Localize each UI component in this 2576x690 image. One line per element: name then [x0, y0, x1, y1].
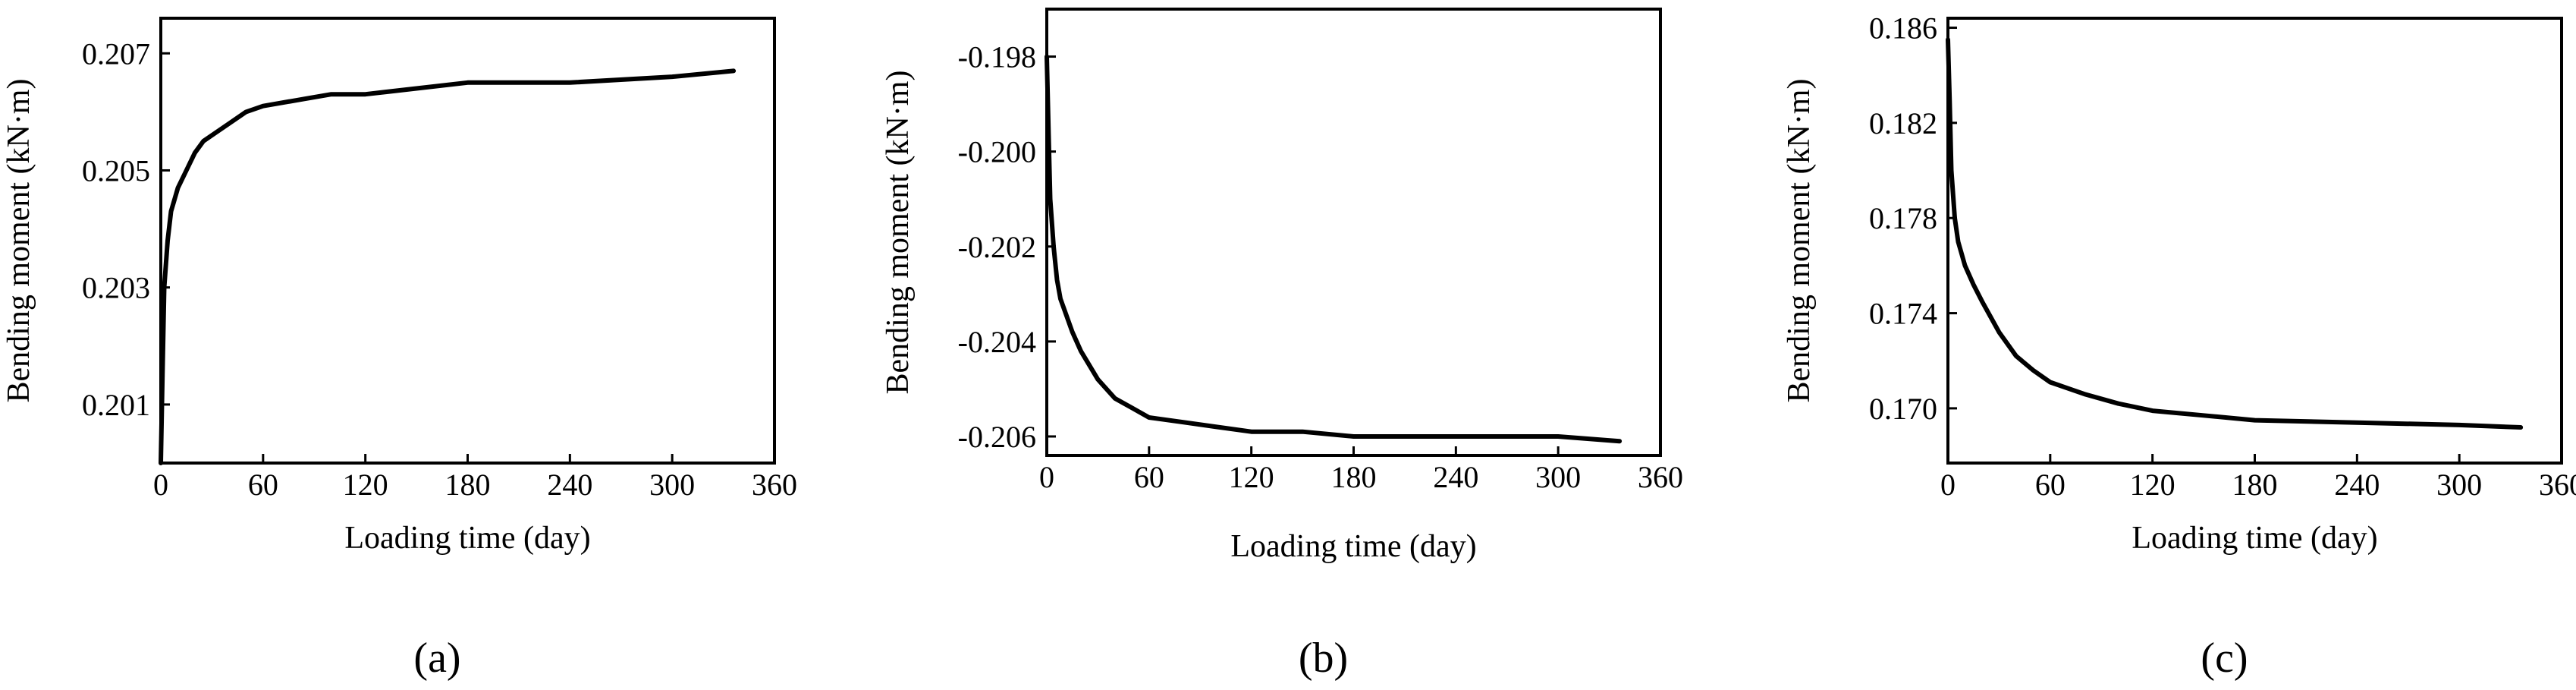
y-tick-label: -0.200 — [958, 135, 1036, 169]
y-axis-title: Bending moment (kN·m) — [881, 71, 916, 395]
panel-label-a: (a) — [413, 635, 460, 682]
y-axis-title: Bending moment (kN·m) — [1782, 79, 1817, 403]
x-axis-title: Loading time (day) — [344, 521, 590, 556]
x-tick-label: 360 — [2539, 468, 2576, 502]
x-tick-label: 120 — [2130, 468, 2175, 502]
chart-panel-b: 0 60 120 180 240 300 360 -0.198 -0.200 -0.202 -0.2… — [881, 8, 1683, 682]
x-tick-label: 360 — [752, 468, 797, 502]
x-tick-label: 120 — [343, 468, 388, 502]
chart-panel-c: 0 60 120 180 240 300 360 0.170 0.174 0.178 0.182 0.… — [1782, 11, 2576, 682]
plot-frame — [159, 17, 776, 465]
x-tick-label: 120 — [1229, 460, 1274, 494]
y-tick-label: 0.203 — [82, 271, 150, 305]
x-tick-label: 0 — [1039, 460, 1054, 494]
x-tick-label: 240 — [2334, 468, 2380, 502]
x-tick-label: 180 — [1331, 460, 1377, 494]
series-line — [1946, 37, 2524, 430]
x-tick-label: 60 — [1134, 460, 1164, 494]
x-tick-label: 300 — [1535, 460, 1581, 494]
x-tick-label: 60 — [2035, 468, 2066, 502]
x-tick-label: 300 — [649, 468, 695, 502]
y-tick-label: 0.182 — [1869, 106, 1937, 140]
y-tick-label: 0.174 — [1869, 297, 1937, 331]
panel-label-c: (c) — [2201, 635, 2248, 682]
series-line — [1045, 54, 1623, 444]
x-tick-label: 0 — [1940, 468, 1956, 502]
x-axis-title: Loading time (day) — [2131, 521, 2377, 556]
panel-label-b: (b) — [1299, 635, 1348, 682]
y-tick-label: -0.202 — [958, 230, 1036, 264]
y-tick-label: -0.198 — [958, 40, 1036, 74]
x-tick-label: 180 — [445, 468, 491, 502]
x-tick-label: 0 — [153, 468, 168, 502]
plot-frame — [1946, 17, 2563, 465]
y-tick-label: 0.207 — [82, 36, 150, 71]
y-tick-label: -0.206 — [958, 420, 1036, 454]
y-tick-label: 0.186 — [1869, 11, 1937, 46]
y-tick-label: 0.170 — [1869, 392, 1937, 426]
chart-panel-a: 0 60 120 180 240 300 360 0.201 0.203 0.205 0.207 Lo… — [2, 17, 797, 682]
x-tick-label: 60 — [248, 468, 278, 502]
x-axis-title: Loading time (day) — [1230, 529, 1476, 564]
y-tick-label: 0.178 — [1869, 201, 1937, 235]
x-tick-label: 240 — [547, 468, 592, 502]
series-line — [159, 68, 737, 465]
y-tick-label: -0.204 — [958, 325, 1036, 359]
y-tick-label: 0.201 — [82, 388, 150, 422]
x-tick-label: 180 — [2232, 468, 2278, 502]
y-axis-title: Bending moment (kN·m) — [2, 79, 36, 403]
x-tick-label: 240 — [1433, 460, 1478, 494]
y-tick-label: 0.205 — [82, 153, 150, 187]
x-tick-label: 300 — [2436, 468, 2482, 502]
plot-frame — [1045, 8, 1662, 457]
x-tick-label: 360 — [1638, 460, 1683, 494]
